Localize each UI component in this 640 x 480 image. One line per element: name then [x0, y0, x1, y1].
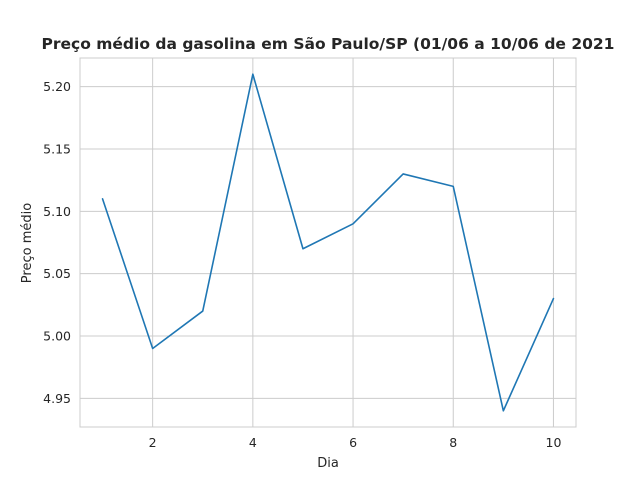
x-axis-label: Dia [317, 456, 339, 471]
chart-title: Preço médio da gasolina em São Paulo/SP … [42, 35, 615, 53]
series-layer [101, 73, 555, 412]
y-tick-label: 5.20 [43, 79, 71, 94]
x-tick-label: 2 [149, 435, 157, 450]
y-tick-label: 5.05 [43, 266, 71, 281]
x-tick-label: 6 [349, 435, 357, 450]
series-line [101, 73, 555, 412]
y-tick-label: 5.15 [43, 142, 71, 157]
y-axis-ticks: 4.95 5.00 5.05 5.10 5.15 5.20 [43, 79, 71, 406]
x-tick-label: 10 [546, 435, 562, 450]
grid-lines [80, 58, 576, 427]
y-axis-label: Preço médio [20, 203, 35, 283]
y-tick-label: 5.10 [43, 204, 71, 219]
x-axis-ticks: 2 4 6 8 10 [149, 435, 562, 450]
y-tick-label: 5.00 [43, 328, 71, 343]
x-tick-label: 8 [449, 435, 457, 450]
plot-area-frame [79, 57, 577, 428]
x-tick-label: 4 [249, 435, 257, 450]
y-tick-label: 4.95 [43, 391, 71, 406]
